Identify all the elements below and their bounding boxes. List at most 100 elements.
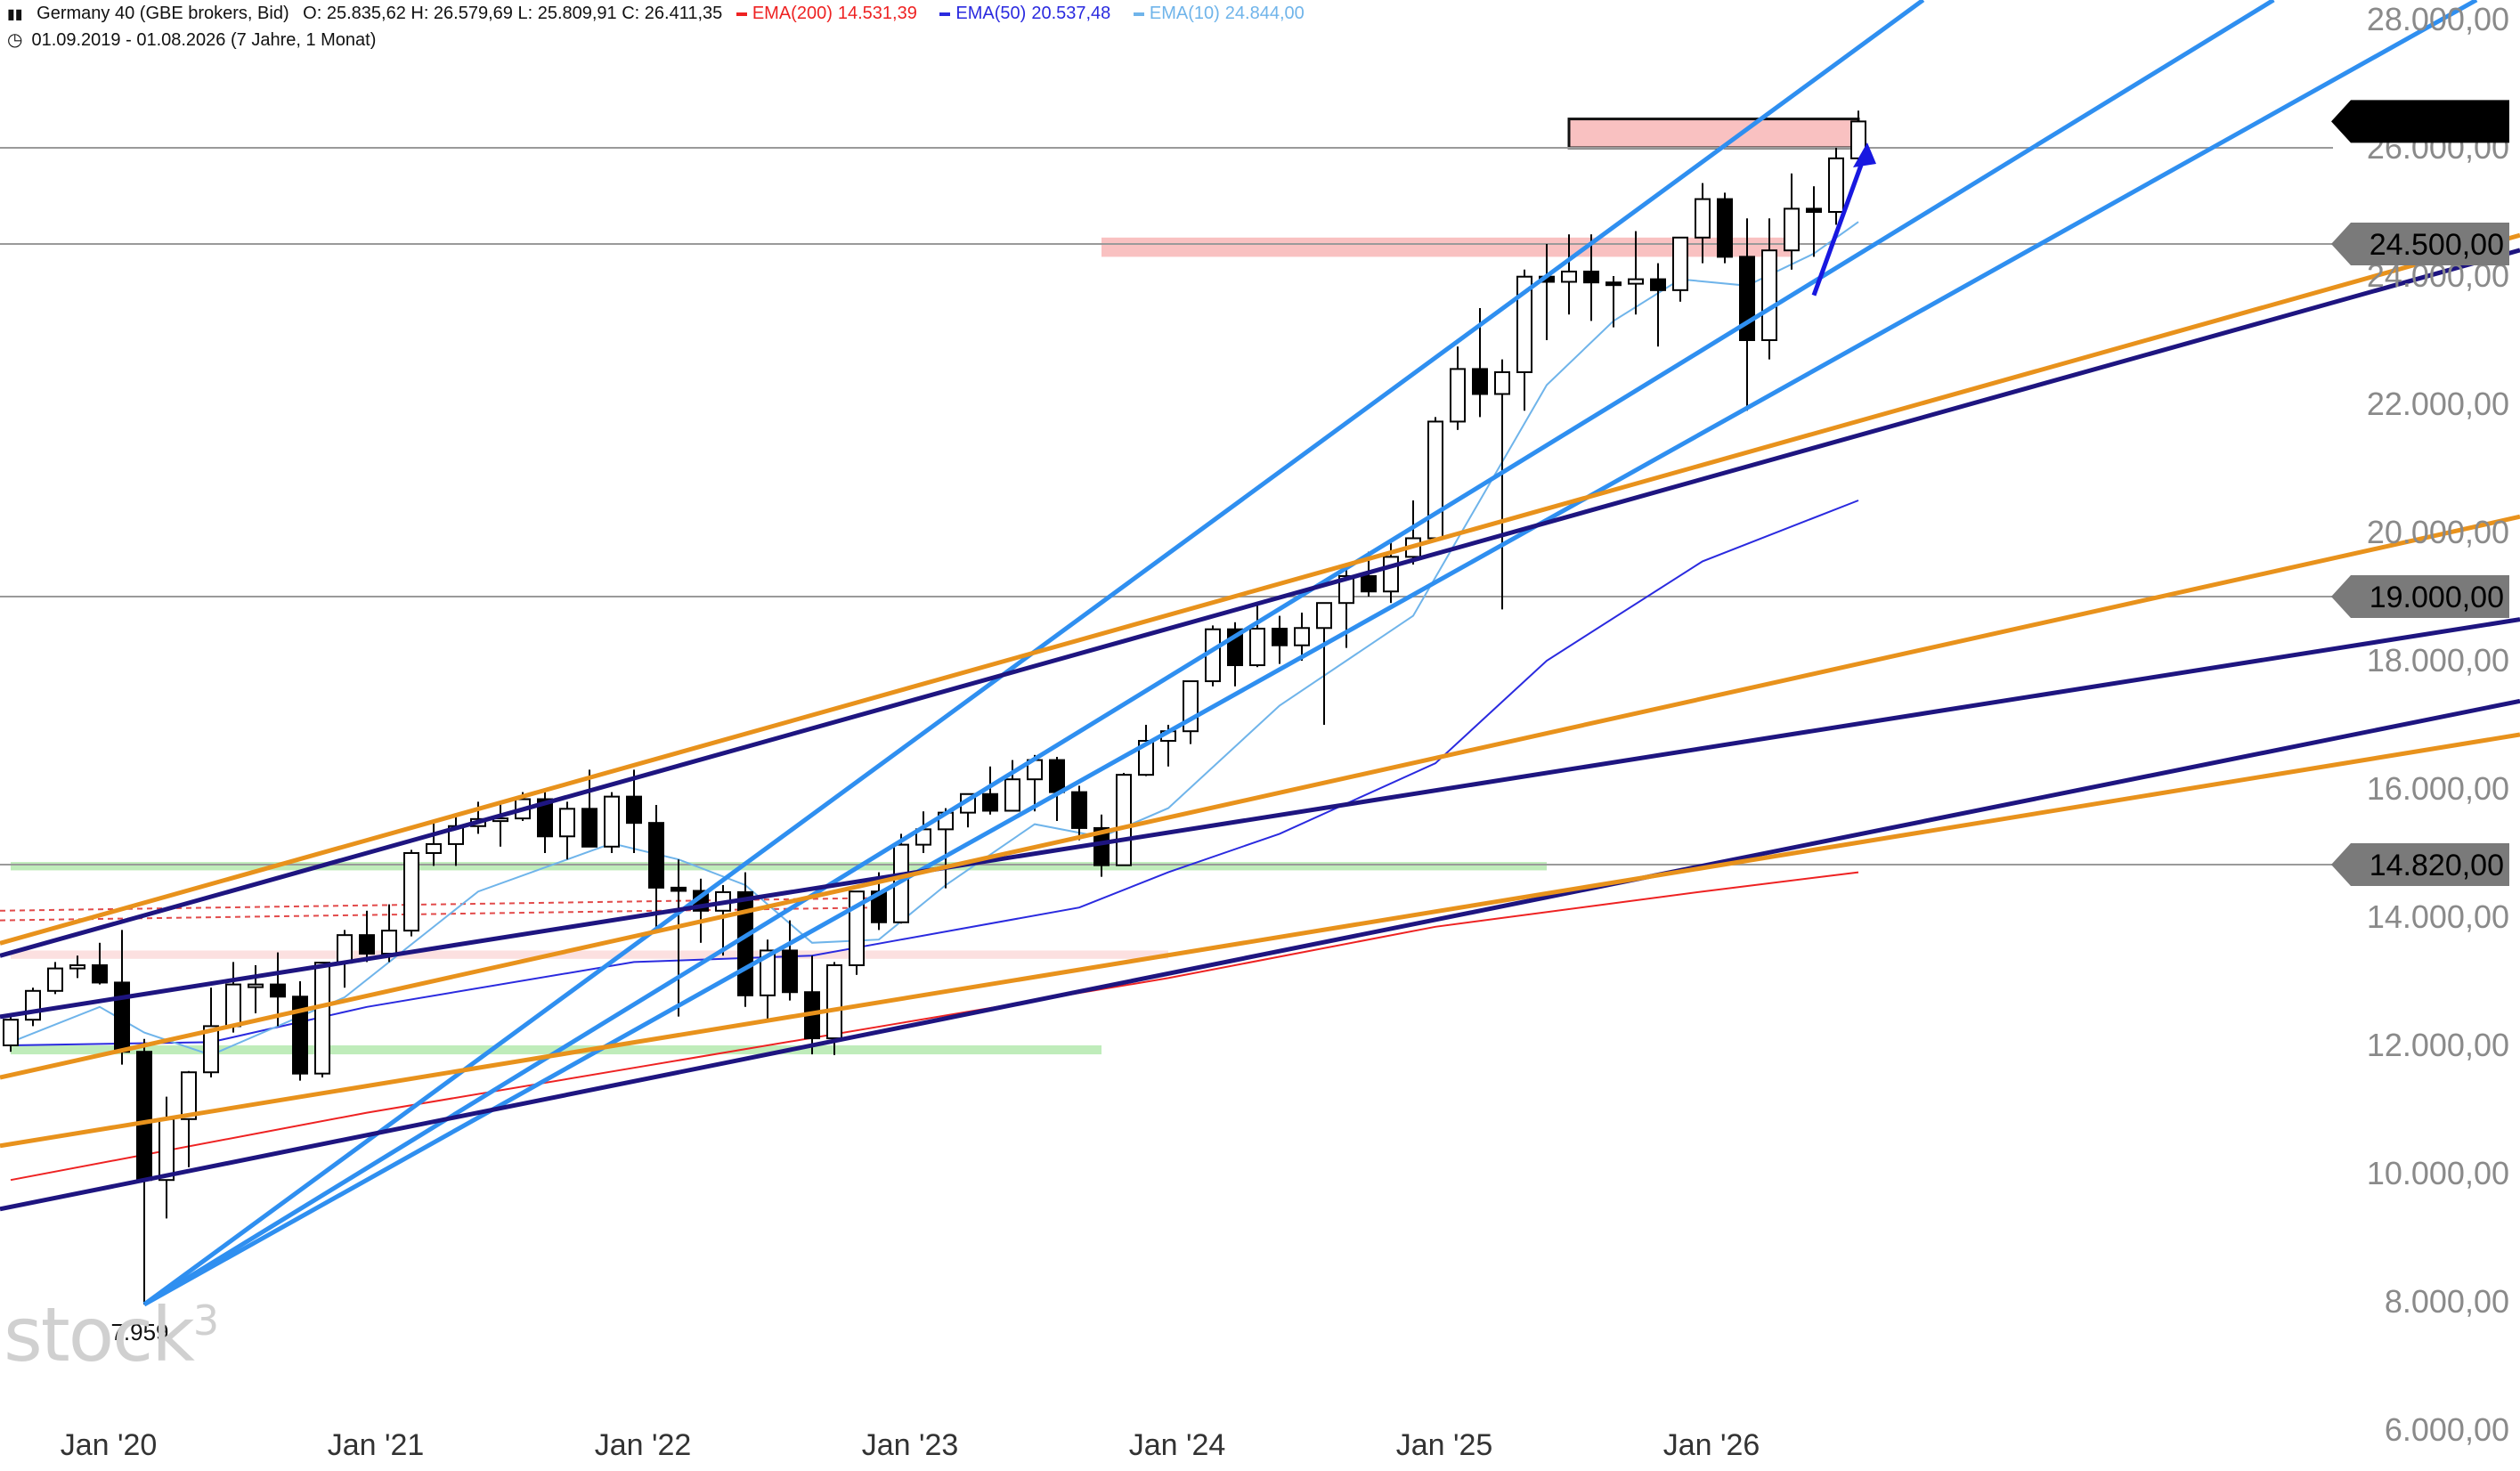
candle-2024-03 — [1205, 625, 1221, 687]
candle-2020-05 — [181, 1070, 197, 1167]
level-label-19000: 19.000,00 — [2331, 575, 2509, 618]
candle-body — [1383, 556, 1399, 593]
trendline-blue-2 — [142, 0, 2478, 1307]
date-range-text: 01.09.2019 - 01.08.2026 (7 Jahre, 1 Mona… — [31, 30, 377, 50]
candle-body — [426, 842, 442, 854]
candle-2026-01 — [1695, 183, 1711, 264]
ema200-value: 14.531,39 — [837, 4, 917, 23]
candle-body — [337, 934, 353, 964]
candle-2020-11 — [314, 962, 330, 1077]
candle-2024-08 — [1316, 602, 1332, 725]
candle-body — [47, 967, 63, 992]
trendline-orange-6 — [0, 232, 2520, 946]
candle-2023-07 — [1027, 754, 1043, 812]
candle-2026-07 — [1828, 148, 1844, 225]
y-tick-18000: 18.000,00 — [2367, 642, 2509, 679]
zones-layer — [0, 118, 1860, 1055]
x-tick-2021-01: Jan '21 — [328, 1428, 425, 1462]
candle-body — [1116, 774, 1132, 866]
trendline-navy-5 — [0, 698, 2520, 1212]
ema50-label: EMA(50) — [955, 4, 1027, 23]
trendlines-layer — [0, 0, 2520, 1307]
candle-body — [25, 989, 41, 1021]
x-tick-2020-01: Jan '20 — [61, 1428, 158, 1462]
trendline-orange-7 — [0, 514, 2520, 1080]
candle-body — [1784, 207, 1800, 252]
candle-2023-02 — [915, 811, 931, 853]
candle-body — [760, 949, 776, 996]
trendline-orange-8 — [0, 732, 2520, 1149]
candle-body — [1004, 778, 1020, 812]
y-axis: 6.000,00 8.000,00 10.000,00 12.000,00 14.000… — [2367, 1, 2509, 1448]
candle-2021-03 — [403, 849, 419, 937]
legend-ema10[interactable]: EMA(10) 24.844,00 — [1133, 4, 1313, 23]
ema-line-1 — [10, 500, 1859, 1046]
candle-2021-05 — [448, 814, 464, 866]
ema50-value: 20.537,48 — [1031, 4, 1111, 23]
x-tick-2022-01: Jan '22 — [595, 1428, 692, 1462]
y-tick-16000: 16.000,00 — [2367, 770, 2509, 807]
ema10-swatch — [1133, 12, 1144, 16]
ohlc-readout: O: 25.835,62 H: 26.579,69 L: 25.809,91 C… — [303, 4, 723, 23]
x-tick-2025-01: Jan '25 — [1396, 1428, 1493, 1462]
y-tick-12000: 12.000,00 — [2367, 1027, 2509, 1063]
candle-2024-05 — [1249, 603, 1265, 668]
level-label-text: 14.820,00 — [2370, 849, 2504, 882]
candle-body — [403, 852, 419, 932]
candle-body — [114, 981, 130, 1053]
annotations: 7.959 — [110, 1319, 168, 1345]
candle-body — [314, 962, 330, 1075]
candle-body — [1494, 371, 1510, 395]
legend-ema200[interactable]: EMA(200) 14.531,39 — [736, 4, 931, 23]
level-label-24500: 24.500,00 — [2331, 223, 2509, 265]
candle-2026-08 — [1850, 110, 1866, 160]
candle-body — [1828, 157, 1844, 213]
candle-2025-01 — [1427, 417, 1443, 540]
y-tick-20000: 20.000,00 — [2367, 514, 2509, 550]
candle-body — [1472, 368, 1488, 395]
level-label-14820: 14.820,00 — [2331, 842, 2509, 886]
candle-2022-02 — [648, 805, 664, 931]
candle-2022-07 — [760, 939, 776, 1020]
ema-line-0 — [10, 871, 1859, 1182]
candle-body — [1450, 368, 1466, 423]
level-label-bg — [2331, 842, 2509, 886]
trendline-navy-4 — [0, 617, 2520, 1020]
arrow-shaft — [1811, 147, 1870, 297]
candle-2025-10 — [1628, 231, 1644, 315]
candle-body — [159, 1117, 175, 1182]
logo-suffix: 3 — [192, 1296, 219, 1345]
date-range: ◷ 01.09.2019 - 01.08.2026 (7 Jahre, 1 Mon… — [7, 28, 385, 51]
candle-2025-04 — [1494, 359, 1510, 610]
trendline-blue-1 — [142, 0, 2275, 1307]
horizontal-lines-layer — [0, 147, 2333, 866]
zone-red-1 — [1101, 237, 1792, 257]
x-axis: Jan '20 Jan '21 Jan '22 Jan '23 Jan '24 Jan '… — [61, 1428, 1760, 1462]
candle-2019-12 — [69, 955, 85, 979]
level-label-26411.35: 26.411,35 — [2331, 100, 2509, 143]
legend-ema50[interactable]: EMA(50) 20.537,48 — [939, 4, 1124, 23]
candle-body — [1695, 198, 1711, 239]
level-label-bg — [2331, 100, 2509, 143]
candle-body — [1338, 574, 1354, 605]
candle-body — [537, 798, 553, 838]
candle-body — [626, 795, 642, 825]
candle-2022-01 — [626, 769, 642, 853]
stock3-logo: stock3 — [4, 1291, 219, 1378]
candle-body — [1717, 198, 1733, 258]
candle-body — [92, 964, 108, 984]
candle-body — [381, 930, 397, 955]
low-annotation: 7.959 — [110, 1319, 168, 1345]
arrow-head — [1853, 142, 1876, 167]
candle-2021-04 — [426, 821, 442, 866]
candle-2020-07 — [225, 962, 241, 1033]
candle-2020-01 — [92, 942, 108, 985]
candle-body — [225, 983, 241, 1028]
candle-body — [1361, 574, 1377, 593]
ema50-swatch — [939, 12, 951, 16]
y-tick-8000: 8.000,00 — [2385, 1283, 2509, 1320]
zone-pink-4 — [11, 950, 1168, 959]
candle-2021-02 — [381, 904, 397, 963]
candle-2020-08 — [248, 965, 264, 1013]
